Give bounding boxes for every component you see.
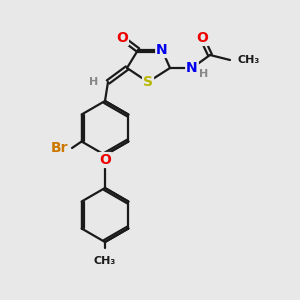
Text: H: H: [89, 77, 98, 87]
Text: CH₃: CH₃: [94, 256, 116, 266]
Text: N: N: [156, 43, 168, 57]
Text: H: H: [199, 69, 208, 79]
Text: O: O: [196, 31, 208, 45]
Text: O: O: [116, 31, 128, 45]
Text: S: S: [143, 75, 153, 89]
Text: CH₃: CH₃: [238, 55, 260, 65]
Text: O: O: [99, 153, 111, 167]
Text: Br: Br: [51, 141, 69, 155]
Text: N: N: [186, 61, 198, 75]
